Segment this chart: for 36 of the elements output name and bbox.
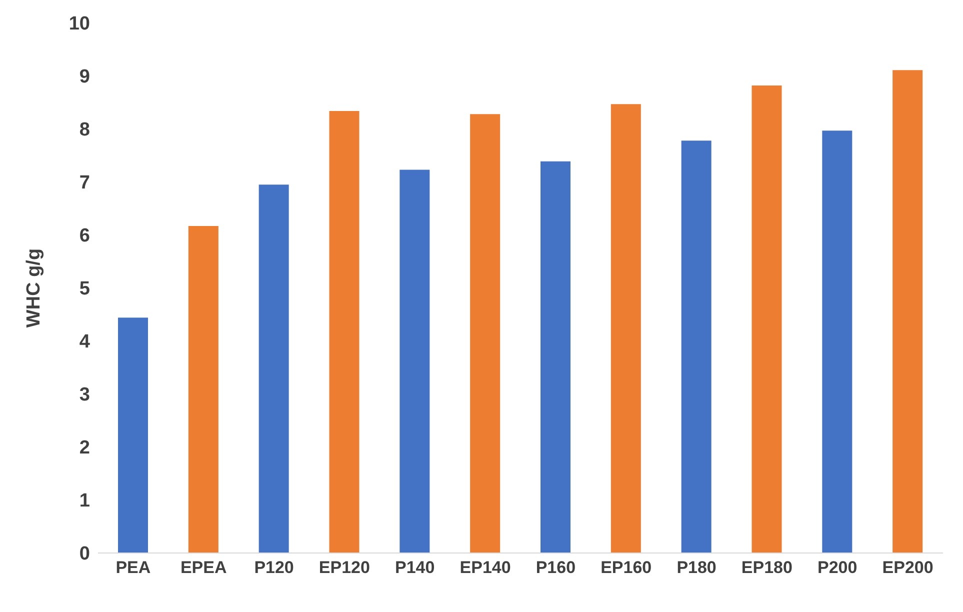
bar <box>610 104 641 553</box>
y-tick-label: 9 <box>79 66 90 88</box>
y-tick-label: 4 <box>79 332 90 353</box>
bar <box>118 318 148 553</box>
bar <box>752 86 782 553</box>
bar <box>400 170 430 553</box>
bar <box>892 70 923 553</box>
x-tick-label: P200 <box>818 558 858 578</box>
x-tick-label: P180 <box>676 558 716 578</box>
x-tick-label: P140 <box>395 558 435 578</box>
bar <box>822 130 852 553</box>
x-tick-label: P160 <box>536 558 576 578</box>
bar <box>470 114 500 553</box>
y-tick-label: 5 <box>79 278 90 300</box>
y-tick-label: 3 <box>79 384 90 406</box>
x-tick-label: EPEA <box>180 558 227 578</box>
y-tick-label: 7 <box>79 172 90 194</box>
y-tick-label: 8 <box>79 120 90 141</box>
bar <box>681 140 712 553</box>
y-axis-title: WHC g/g <box>24 248 45 328</box>
bar <box>188 226 218 553</box>
x-tick-label: EP200 <box>882 558 934 578</box>
bar <box>329 110 360 553</box>
bar <box>258 184 289 553</box>
x-tick-label: EP140 <box>460 558 511 578</box>
x-tick-label: EP120 <box>318 558 370 578</box>
x-tick-label: PEA <box>116 558 151 578</box>
y-tick-label: 2 <box>79 438 90 459</box>
x-tick-label: P120 <box>254 558 294 578</box>
bar <box>540 161 570 553</box>
y-tick-label: 10 <box>68 14 90 35</box>
y-tick-label: 6 <box>79 226 90 247</box>
x-tick-label: EP160 <box>600 558 652 578</box>
y-tick-label: 0 <box>79 544 90 565</box>
y-tick-label: 1 <box>79 490 90 512</box>
x-tick-label: EP180 <box>741 558 792 578</box>
